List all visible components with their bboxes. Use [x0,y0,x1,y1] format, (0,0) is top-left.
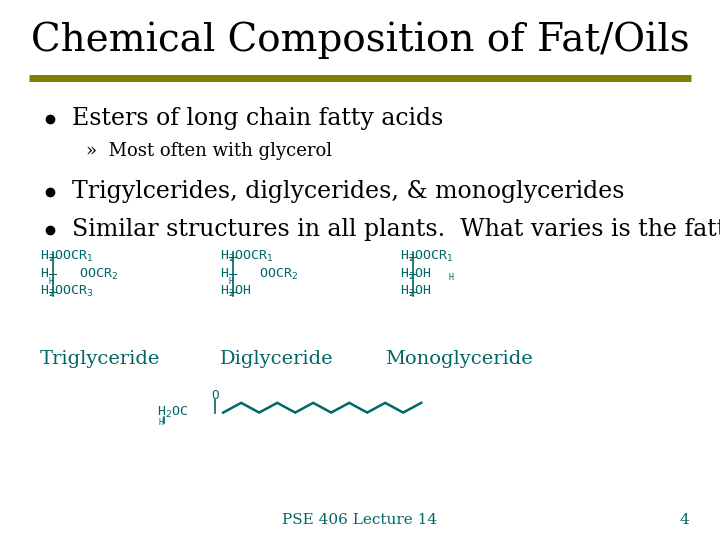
Text: H    OOCR$_2$: H OOCR$_2$ [220,267,298,282]
Text: 4: 4 [679,512,689,526]
Text: Trigylcerides, diglycerides, & monoglycerides: Trigylcerides, diglycerides, & monoglyce… [72,180,624,203]
Text: Chemical Composition of Fat/Oils: Chemical Composition of Fat/Oils [31,22,689,59]
Text: Triglyceride: Triglyceride [40,350,160,368]
Text: Diglyceride: Diglyceride [220,350,333,368]
Text: Similar structures in all plants.  What varies is the fatty acids attache: Similar structures in all plants. What v… [72,218,720,241]
Text: H: H [49,277,54,286]
Text: PSE 406 Lecture 14: PSE 406 Lecture 14 [282,512,438,526]
Text: H$_2$OH: H$_2$OH [220,284,251,299]
Text: H$_2$OOCR$_3$: H$_2$OOCR$_3$ [40,284,93,299]
Text: H$_2$OOCR$_1$: H$_2$OOCR$_1$ [40,249,93,264]
Text: H: H [229,277,234,286]
Text: Esters of long chain fatty acids: Esters of long chain fatty acids [72,107,444,130]
Text: H$_2$OC: H$_2$OC [157,405,188,420]
Text: H$_2$OOCR$_1$: H$_2$OOCR$_1$ [220,249,273,264]
Text: H: H [449,273,454,281]
Text: O: O [211,389,218,402]
Text: H$_2$OH: H$_2$OH [400,284,431,299]
Text: H    OOCR$_2$: H OOCR$_2$ [40,267,118,282]
Text: H: H [158,418,163,427]
Text: H$_2$OH: H$_2$OH [400,267,431,282]
Text: H$_2$OOCR$_1$: H$_2$OOCR$_1$ [400,249,453,264]
Text: Monoglyceride: Monoglyceride [385,350,533,368]
Text: »  Most often with glycerol: » Most often with glycerol [86,142,333,160]
